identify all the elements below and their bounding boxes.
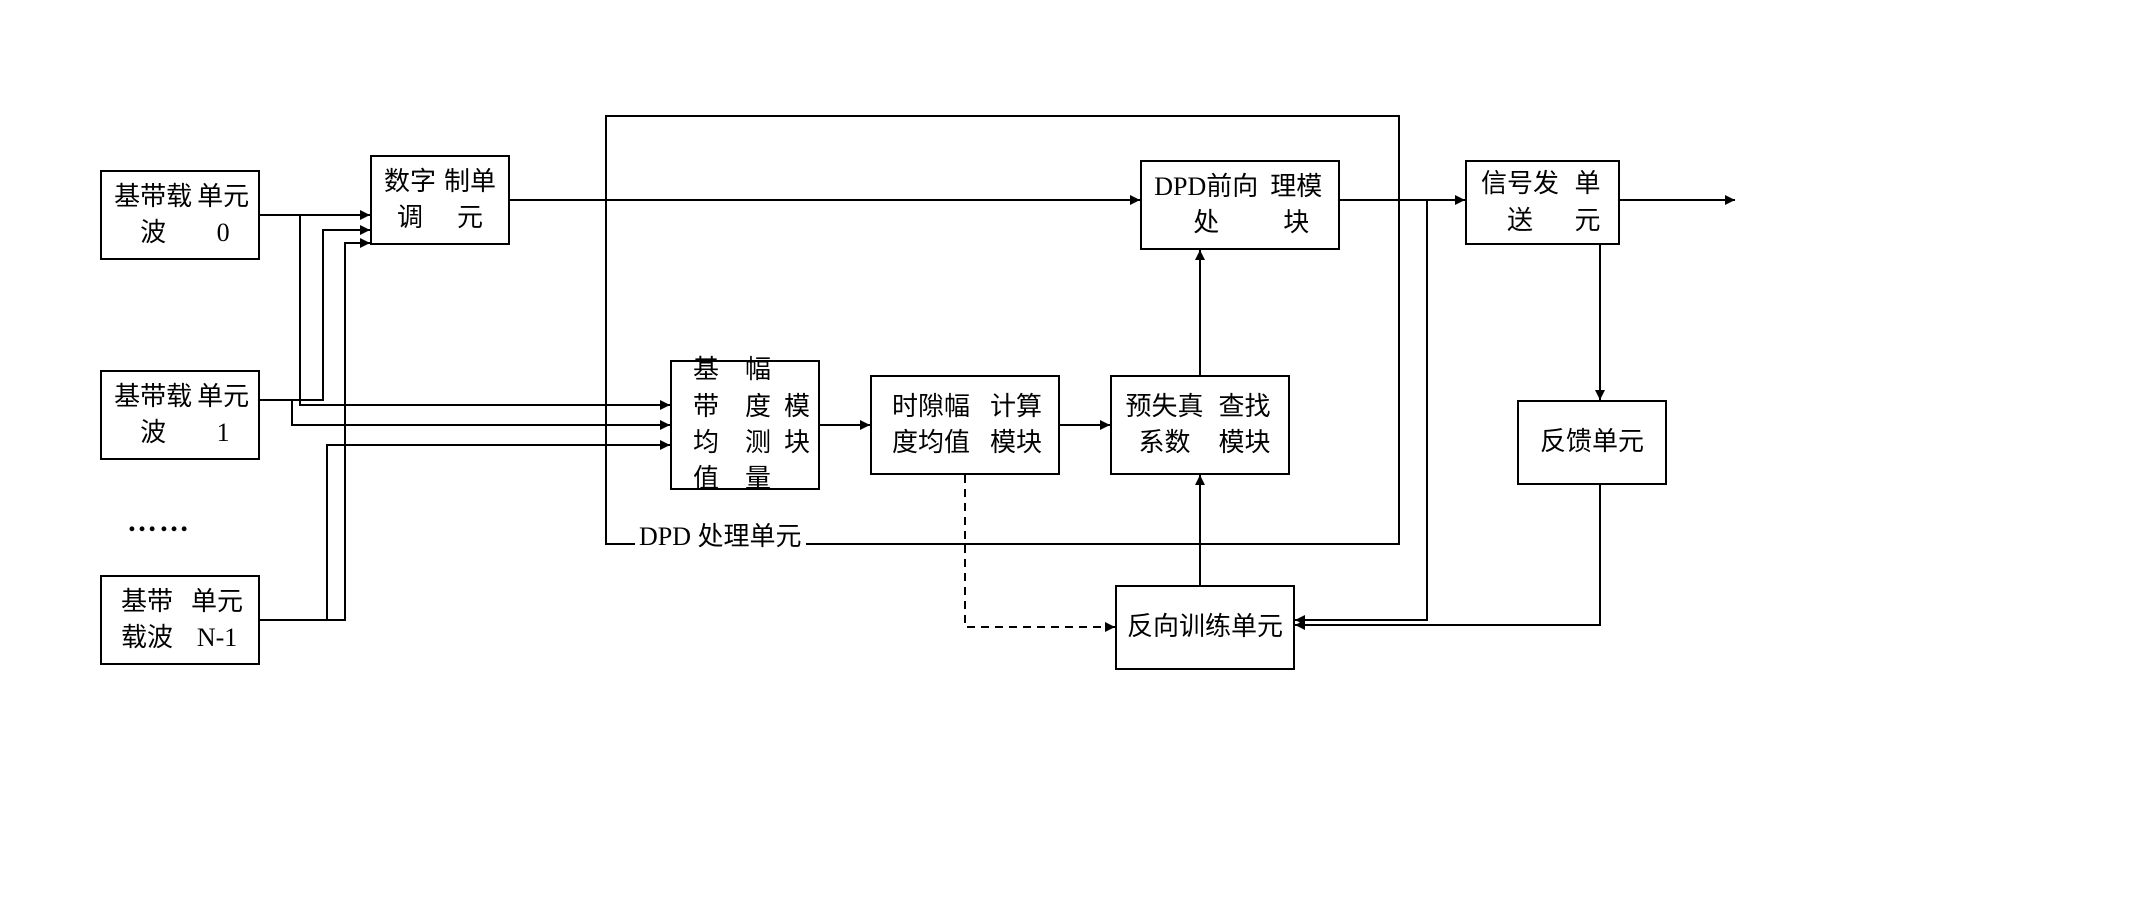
dpd-forward-processing-module: DPD前向处理模块 bbox=[1140, 160, 1340, 250]
predistortion-coeff-lookup-module: 预失真系数查找模块 bbox=[1110, 375, 1290, 475]
baseband-carrier-unit-1: 基带载波单元1 bbox=[100, 370, 260, 460]
feedback-unit: 反馈单元 bbox=[1517, 400, 1667, 485]
connector-baseband1_to_mod bbox=[260, 230, 370, 400]
slot-amplitude-mean-calc-module: 时隙幅度均值计算模块 bbox=[870, 375, 1060, 475]
ellipsis-marker: …… bbox=[127, 505, 191, 539]
connector-basebandN_to_mod bbox=[260, 243, 370, 620]
baseband-carrier-unit-n-1: 基带载波单元N-1 bbox=[100, 575, 260, 665]
reverse-training-unit: 反向训练单元 bbox=[1115, 585, 1295, 670]
dpd-processing-unit-label: DPD 处理单元 bbox=[635, 516, 806, 553]
baseband-mean-amplitude-module: 基带均值幅度测量模块 bbox=[670, 360, 820, 490]
baseband-carrier-unit-0: 基带载波单元0 bbox=[100, 170, 260, 260]
signal-send-unit: 信号发送单元 bbox=[1465, 160, 1620, 245]
digital-modulation-unit: 数字调制单元 bbox=[370, 155, 510, 245]
